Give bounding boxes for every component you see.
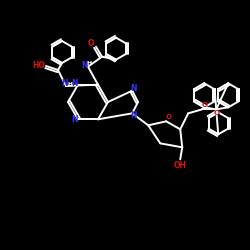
Text: HO: HO: [32, 60, 46, 70]
Text: N: N: [72, 79, 78, 88]
Text: N: N: [130, 111, 136, 120]
Text: H: H: [68, 82, 72, 87]
Text: N: N: [62, 78, 68, 88]
Text: N: N: [72, 115, 78, 124]
Text: N: N: [130, 84, 136, 93]
Text: O: O: [213, 110, 219, 116]
Text: O: O: [165, 114, 171, 120]
Text: O: O: [201, 102, 207, 108]
Text: N: N: [81, 61, 87, 70]
Text: OH: OH: [174, 161, 187, 170]
Text: O: O: [88, 39, 94, 48]
Text: H: H: [86, 61, 92, 66]
